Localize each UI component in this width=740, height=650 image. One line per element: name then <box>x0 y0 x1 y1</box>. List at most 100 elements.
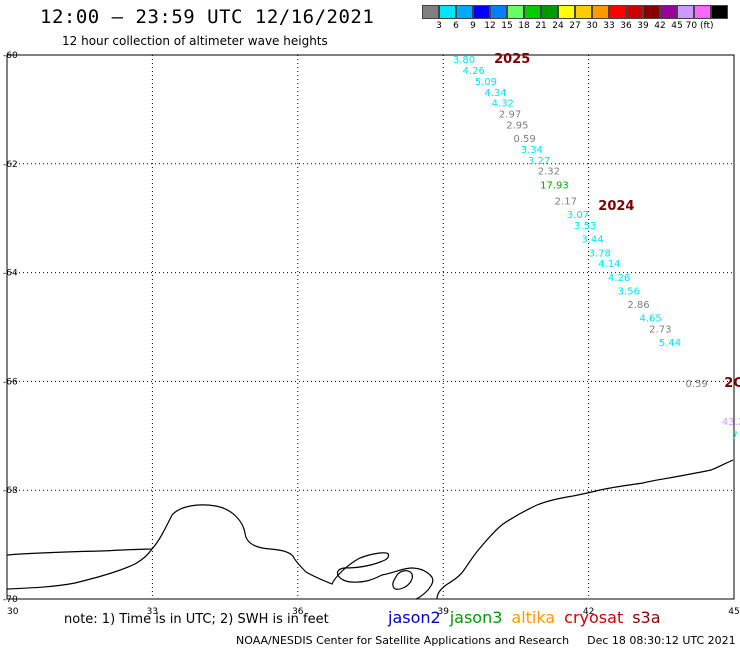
latitude-tick-label: -66 <box>3 377 18 387</box>
wave-height-value: 3.34 <box>521 145 543 156</box>
color-swatch <box>507 5 524 19</box>
satellite-legend-jason3: jason3 <box>449 608 503 627</box>
longitude-tick-label: 39 <box>437 607 449 617</box>
wave-height-value: 2.95 <box>506 120 528 131</box>
satellite-track-labels: 2025 2024 2C <box>494 52 740 391</box>
color-swatch <box>592 5 609 19</box>
longitude-tick-label: 33 <box>147 607 158 617</box>
color-swatch <box>677 5 694 19</box>
color-swatch <box>473 5 490 19</box>
latitude-tick-label: -64 <box>3 269 18 279</box>
latitude-tick-label: -68 <box>3 486 18 496</box>
wave-height-value: 5.09 <box>475 77 497 88</box>
satellite-legend-jason2: jason2 <box>388 608 441 627</box>
color-scale-label: 39 <box>637 21 649 31</box>
footer-timestamp: Dec 18 08:30:12 UTC 2021 <box>587 634 736 647</box>
color-swatch <box>609 5 626 19</box>
page-title: 12:00 – 23:59 UTC 12/16/2021 <box>40 6 375 28</box>
color-scale-swatches <box>422 5 728 19</box>
wave-height-value: 2.17 <box>555 197 577 208</box>
footer-source: NOAA/NESDIS Center for Satellite Applica… <box>236 634 570 647</box>
latitude-tick-label: -70 <box>3 595 18 605</box>
color-scale-label: 21 <box>535 21 547 31</box>
wave-height-value: 4.26 <box>463 66 485 77</box>
color-scale-label: 6 <box>453 21 459 31</box>
footer: NOAA/NESDIS Center for Satellite Applica… <box>236 634 736 647</box>
latitude-tick-label: -60 <box>3 51 18 61</box>
color-scale-labels: 3 6 9 12 15 18 21 24 27 30 33 36 39 42 45 70 (ft) <box>422 21 728 33</box>
island-outline <box>392 570 413 590</box>
color-scale-label: 12 <box>484 21 496 31</box>
wave-height-value: 3.53 <box>574 221 596 232</box>
color-swatch <box>439 5 456 19</box>
color-swatch <box>694 5 711 19</box>
color-swatch <box>626 5 643 19</box>
satellite-legend-s3a: s3a <box>632 608 661 627</box>
wave-height-value: 17.93 <box>540 180 569 191</box>
wave-height-value: 4.26 <box>608 273 630 284</box>
page-subtitle: 12 hour collection of altimeter wave hei… <box>62 34 328 48</box>
wave-height-value: 0.59 <box>513 134 535 145</box>
note-text: note: 1) Time is in UTC; 2) SWH is in fe… <box>64 612 329 627</box>
color-swatch <box>490 5 507 19</box>
color-scale-label: 15 <box>501 21 513 31</box>
color-scale-label: 33 <box>603 21 615 31</box>
color-swatch <box>643 5 660 19</box>
color-scale-label: 18 <box>518 21 530 31</box>
wave-height-value: 4.34 <box>484 88 506 99</box>
color-swatch <box>660 5 677 19</box>
wave-height-value: 4.14 <box>598 259 620 270</box>
wave-height-value: 2.73 <box>649 324 671 335</box>
color-scale-label: 45 <box>671 21 683 31</box>
wave-height-value: 5.44 <box>659 338 681 349</box>
color-scale-legend: 3 6 9 12 15 18 21 24 27 30 33 36 39 42 45 70 (ft) <box>422 5 728 33</box>
color-swatch <box>575 5 592 19</box>
color-scale-label: 24 <box>552 21 564 31</box>
satellite-legend: jason2 jason3 altika cryosat s3a <box>388 608 670 627</box>
color-scale-label: 3 <box>436 21 442 31</box>
wave-height-value: 2.97 <box>499 110 521 121</box>
wave-height-value: 4.65 <box>639 314 661 325</box>
wave-height-value: 3.27 <box>528 156 550 167</box>
wave-height-value: 3.44 <box>581 235 603 246</box>
color-scale-label: 30 <box>586 21 598 31</box>
map-frame <box>6 54 735 600</box>
color-scale-label: 36 <box>620 21 632 31</box>
satellite-legend-altika: altika <box>511 608 556 627</box>
longitude-tick-label: 36 <box>292 607 304 617</box>
wave-height-value: 4.32 <box>492 99 514 110</box>
map-gridlines <box>7 55 734 599</box>
wave-height-value: 3.78 <box>589 248 611 259</box>
wave-height-value: 43.2 <box>722 417 740 428</box>
track-time-label: 2024 <box>598 199 634 214</box>
color-scale-label: 27 <box>569 21 581 31</box>
color-swatch <box>711 5 728 19</box>
color-swatch <box>456 5 473 19</box>
color-scale-label: 42 <box>654 21 666 31</box>
wave-height-value: 3.07 <box>567 210 589 221</box>
latitude-tick-label: -62 <box>3 160 18 170</box>
longitude-tick-label: 30 <box>7 607 19 617</box>
satellite-legend-cryosat: cryosat <box>564 608 624 627</box>
wave-height-value: 7 <box>732 431 738 442</box>
color-swatch <box>422 5 439 19</box>
wave-height-value: 0.59 <box>686 379 708 390</box>
wave-height-observations: 3.804.265.094.344.322.972.950.593.343.27… <box>453 55 740 441</box>
wave-height-value: 3.80 <box>453 55 475 66</box>
color-scale-label: 70 (ft) <box>685 21 714 31</box>
wave-height-value: 3.56 <box>618 286 640 297</box>
wave-height-value: 2.32 <box>538 167 560 178</box>
color-swatch <box>541 5 558 19</box>
wave-height-value: 2.86 <box>627 300 649 311</box>
color-scale-label: 9 <box>470 21 476 31</box>
color-swatch <box>524 5 541 19</box>
longitude-tick-label: 42 <box>583 607 594 617</box>
track-time-label: 2025 <box>494 52 530 67</box>
coastline-west-lower <box>6 548 153 590</box>
longitude-tick-label: 45 <box>728 607 739 617</box>
map-tick-labels: 30 33 36 39 42 45 -60 -62 -64 -66 -68 -70 <box>3 51 740 617</box>
track-time-label: 2C <box>724 376 740 391</box>
antarctic-coastline-east <box>436 459 734 600</box>
antarctic-coastline <box>6 504 434 600</box>
